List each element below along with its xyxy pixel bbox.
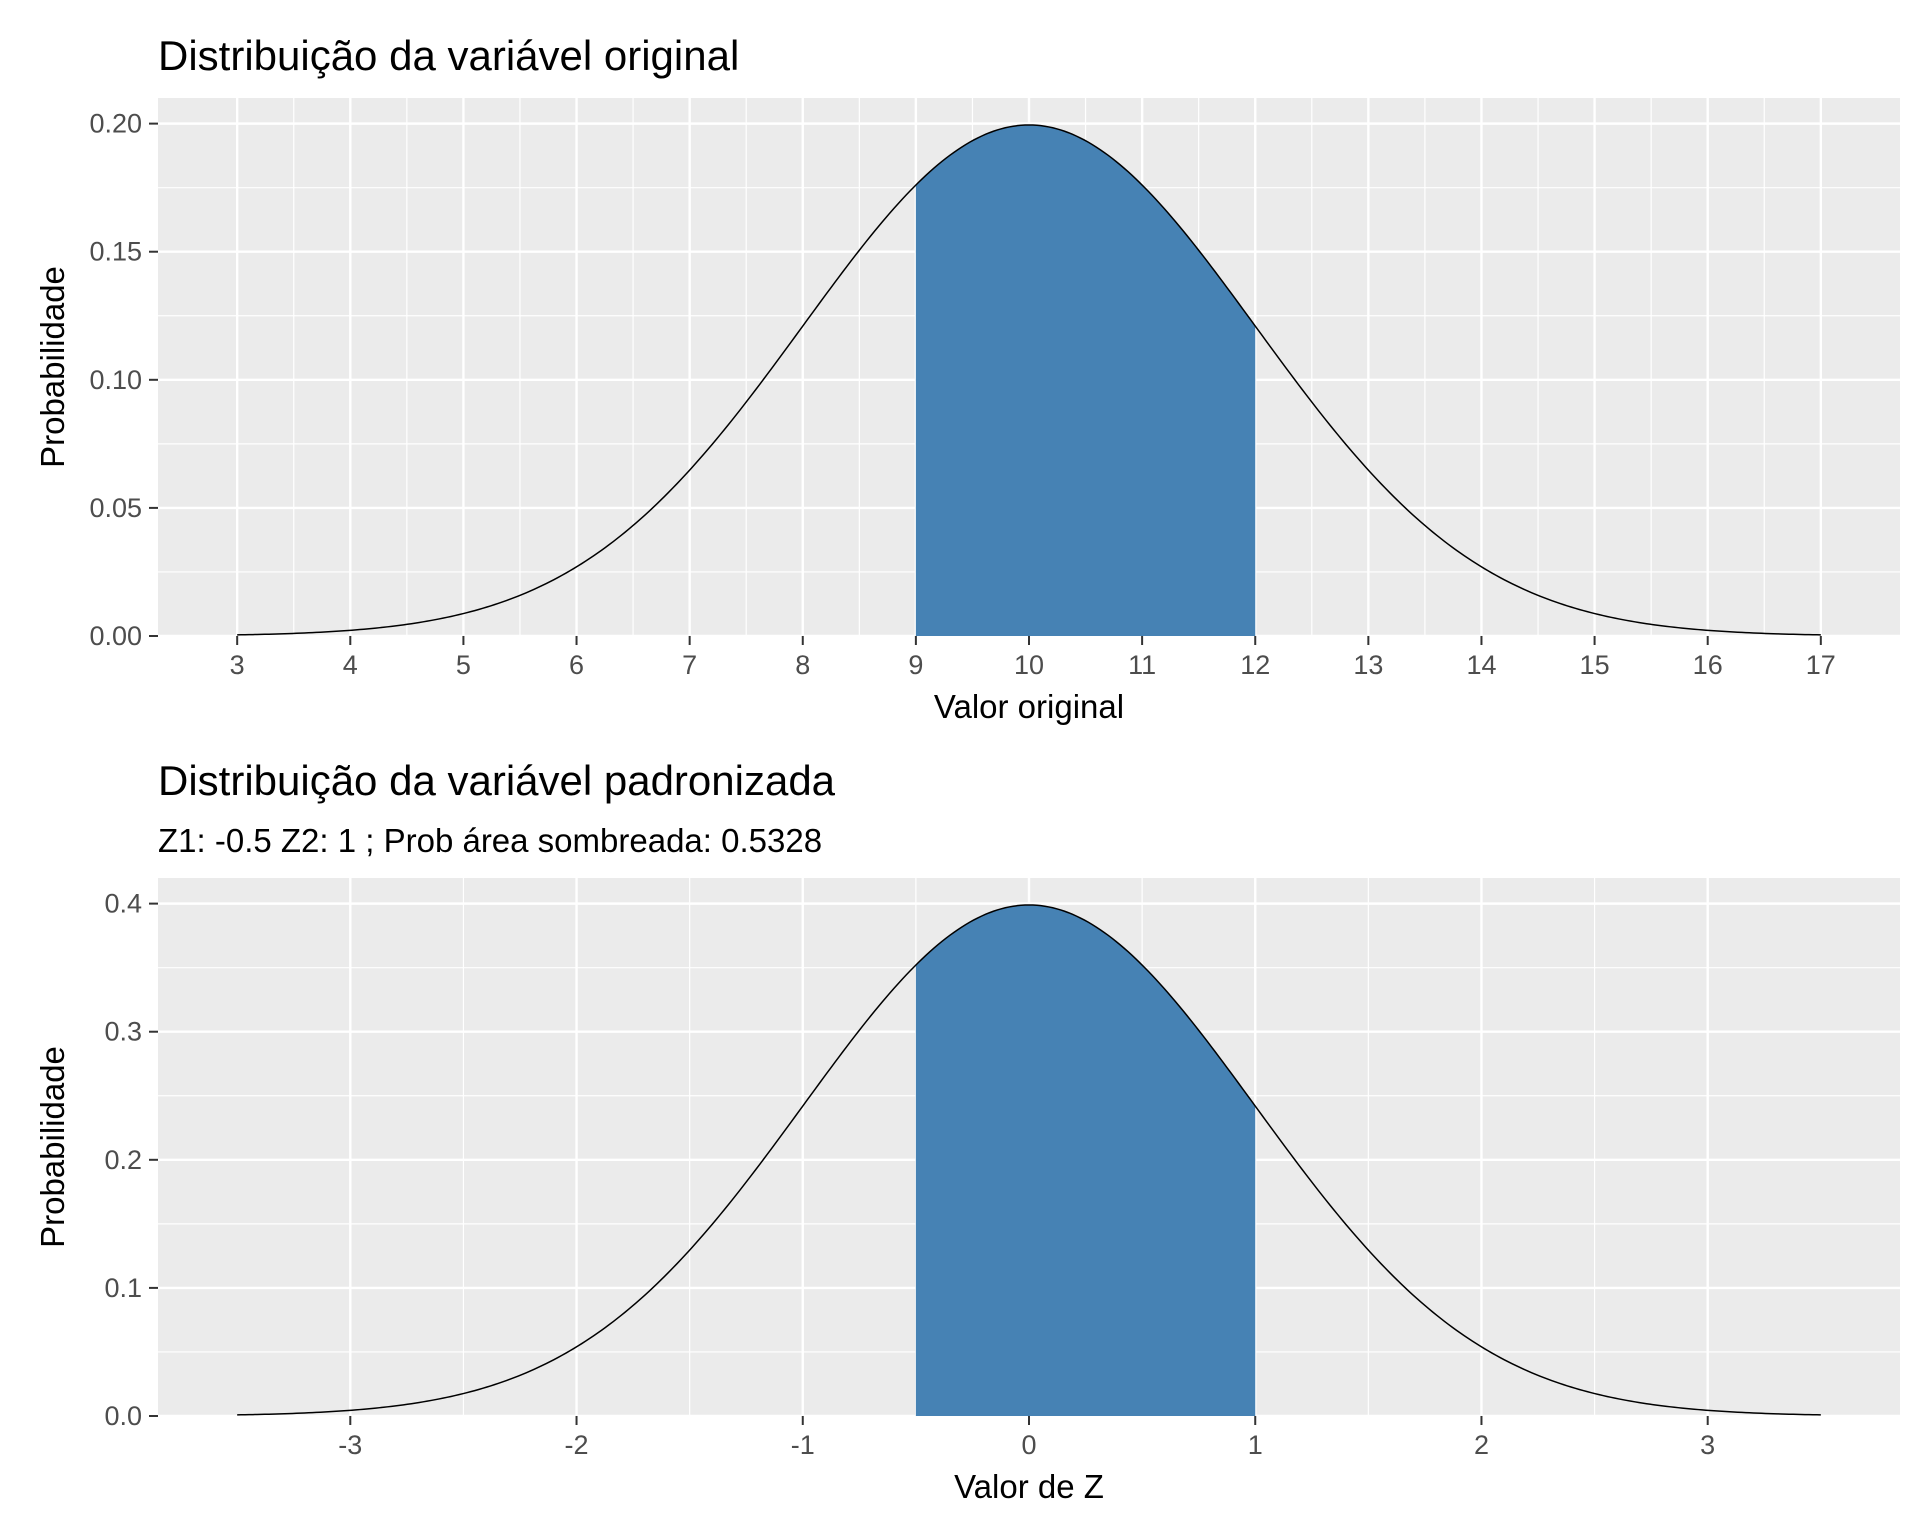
x-tick-label: 14 [1466,650,1496,680]
y-tick-label: 0.20 [89,109,142,139]
x-tick-label: 5 [456,650,471,680]
density-line [237,904,1821,1416]
x-tick-label: 2 [1474,1430,1489,1460]
x-tick-label: 10 [1014,650,1044,680]
x-tick-label: -3 [338,1430,362,1460]
x-tick-label: 16 [1693,650,1723,680]
x-tick-label: 13 [1353,650,1383,680]
x-tick-label: 4 [343,650,358,680]
y-tick-label: 0.10 [89,365,142,395]
x-tick-label: 15 [1580,650,1610,680]
y-axis-original: 0.00 0.05 0.10 0.15 0.20 [89,109,158,651]
y-axis-title-original: Probabilidade [34,266,71,468]
x-tick-label: 1 [1248,1430,1263,1460]
shaded-area-original [915,124,1256,636]
x-tick-label: 0 [1021,1430,1036,1460]
x-tick-label: -1 [791,1430,815,1460]
x-axis-original: 3 4 5 6 7 8 9 10 11 12 13 14 15 16 17 [230,636,1836,680]
shaded-area-standardized [915,904,1256,1416]
x-tick-label: 3 [1700,1430,1715,1460]
y-tick-label: 0.2 [104,1145,142,1175]
y-axis-title-standardized: Probabilidade [34,1046,71,1248]
density-curve-standardized [237,904,1821,1416]
x-tick-label: 9 [908,650,923,680]
chart-title-standardized: Distribuição da variável padronizada [158,757,836,804]
chart-subtitle-standardized: Z1: -0.5 Z2: 1 ; Prob área sombreada: 0.… [158,822,822,859]
density-line [237,124,1821,636]
x-axis-standardized: -3 -2 -1 0 1 2 3 [338,1416,1715,1460]
y-tick-label: 0.15 [89,237,142,267]
panel-original: Distribuição da variável original 3 4 5 6 7 8… [34,32,1900,725]
x-tick-label: 8 [795,650,810,680]
x-tick-label: 6 [569,650,584,680]
density-curve-original [237,124,1821,636]
y-tick-label: 0.3 [104,1017,142,1047]
x-axis-title-standardized: Valor de Z [954,1468,1104,1505]
y-tick-label: 0.0 [104,1401,142,1431]
x-axis-title-original: Valor original [934,688,1124,725]
x-tick-label: 11 [1128,650,1156,680]
y-tick-label: 0.00 [89,621,142,651]
x-tick-label: 12 [1240,650,1270,680]
x-tick-label: 3 [230,650,245,680]
y-tick-label: 0.1 [104,1273,142,1303]
shaded-probability-area [915,904,1256,1416]
y-tick-label: 0.4 [104,889,142,919]
chart-title-original: Distribuição da variável original [158,32,739,79]
x-tick-label: -2 [565,1430,589,1460]
x-tick-label: 17 [1806,650,1836,680]
shaded-probability-area [915,124,1256,636]
y-tick-label: 0.05 [89,493,142,523]
panel-standardized: Distribuição da variável padronizada Z1:… [34,757,1900,1505]
x-tick-label: 7 [682,650,697,680]
y-axis-standardized: 0.0 0.1 0.2 0.3 0.4 [104,889,158,1431]
